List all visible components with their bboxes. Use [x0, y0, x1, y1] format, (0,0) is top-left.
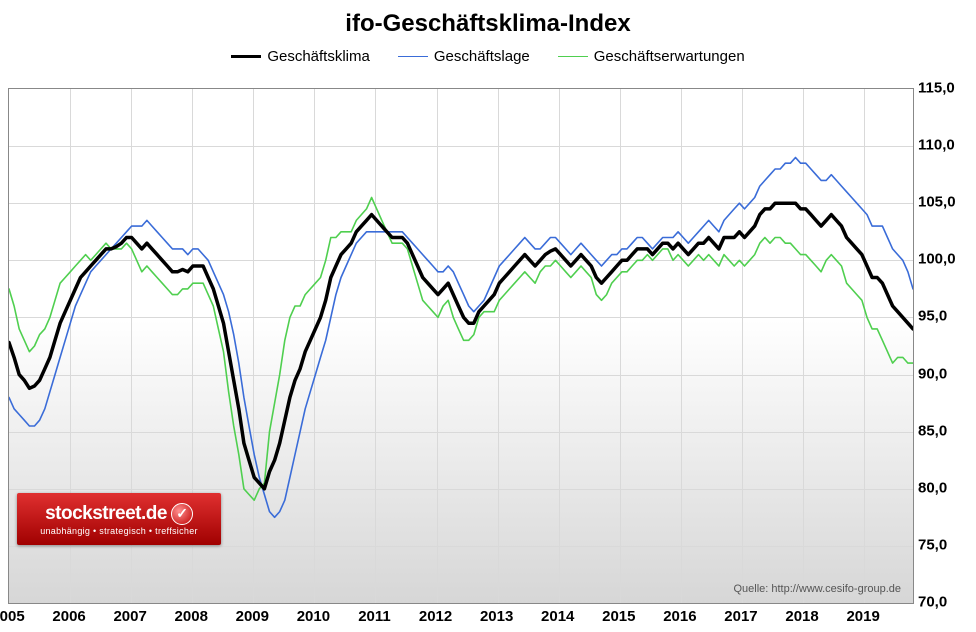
- x-tick-label: 2010: [297, 608, 330, 625]
- y-tick-label: 85,0: [918, 422, 947, 439]
- x-tick-label: 2011: [358, 608, 391, 625]
- x-tick-label: 2019: [846, 608, 879, 625]
- plot-area: Quelle: http://www.cesifo-group.de stock…: [8, 88, 914, 604]
- legend-item-erw: Geschäftserwartungen: [558, 48, 745, 65]
- logo-sub-text: unabhängig • strategisch • treffsicher: [40, 526, 198, 536]
- y-tick-label: 70,0: [918, 594, 947, 611]
- x-tick-label: 2014: [541, 608, 574, 625]
- y-tick-label: 90,0: [918, 365, 947, 382]
- x-tick-label: 2013: [480, 608, 513, 625]
- chart-container: ifo-Geschäftsklima-Index Geschäftsklima …: [0, 0, 976, 632]
- x-axis-labels: 2005200620072008200920102011201220132014…: [8, 608, 914, 628]
- y-tick-label: 105,0: [918, 194, 956, 211]
- y-tick-label: 100,0: [918, 251, 956, 268]
- y-tick-label: 110,0: [918, 137, 955, 154]
- legend-swatch-erw: [558, 56, 588, 57]
- legend-label: Geschäftsklima: [267, 48, 370, 65]
- series-lage: [9, 158, 913, 518]
- x-tick-label: 2008: [175, 608, 208, 625]
- x-tick-label: 2015: [602, 608, 635, 625]
- source-text: Quelle: http://www.cesifo-group.de: [733, 583, 901, 595]
- y-tick-label: 80,0: [918, 479, 947, 496]
- legend: Geschäftsklima Geschäftslage Geschäftser…: [0, 48, 976, 65]
- chart-title: ifo-Geschäftsklima-Index: [0, 0, 976, 38]
- x-tick-label: 2018: [785, 608, 818, 625]
- legend-swatch-lage: [398, 56, 428, 57]
- series-klima: [9, 203, 913, 489]
- y-axis-labels: 70,075,080,085,090,095,0100,0105,0110,01…: [918, 88, 968, 604]
- x-tick-label: 2007: [113, 608, 146, 625]
- legend-item-klima: Geschäftsklima: [231, 48, 370, 65]
- x-tick-label: 2005: [0, 608, 25, 625]
- logo-main-text: stockstreet.de: [45, 503, 167, 525]
- legend-label: Geschäftserwartungen: [594, 48, 745, 65]
- y-tick-label: 115,0: [918, 80, 955, 97]
- y-tick-label: 75,0: [918, 536, 947, 553]
- logo-check-icon: ✓: [171, 503, 193, 525]
- x-tick-label: 2017: [724, 608, 757, 625]
- x-tick-label: 2009: [236, 608, 269, 625]
- legend-swatch-klima: [231, 55, 261, 58]
- series-erw: [9, 198, 913, 501]
- legend-label: Geschäftslage: [434, 48, 530, 65]
- stockstreet-logo: stockstreet.de ✓ unabhängig • strategisc…: [17, 493, 221, 545]
- legend-item-lage: Geschäftslage: [398, 48, 530, 65]
- x-tick-label: 2006: [52, 608, 85, 625]
- y-tick-label: 95,0: [918, 308, 947, 325]
- x-tick-label: 2016: [663, 608, 696, 625]
- x-tick-label: 2012: [419, 608, 452, 625]
